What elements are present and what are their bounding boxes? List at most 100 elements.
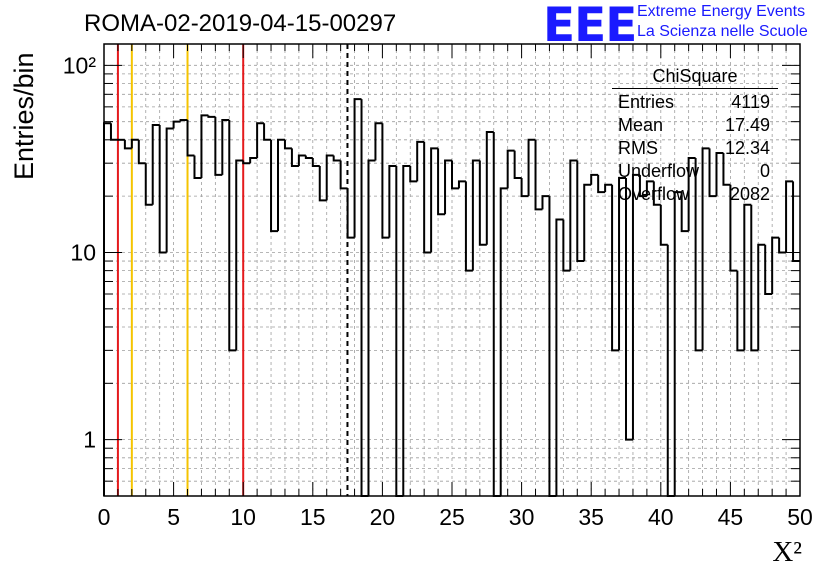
histogram-bin (527, 138, 536, 197)
histogram-bin (360, 99, 369, 497)
histogram-bin (388, 164, 397, 238)
histogram-bin (611, 184, 620, 352)
histogram-bin (576, 160, 585, 263)
histogram-bin (186, 120, 195, 157)
stats-label: Entries (618, 92, 675, 112)
stats-row-overflow: Overflow 2082 (612, 184, 778, 207)
histogram-bin (325, 154, 334, 201)
histogram-bin (109, 123, 118, 141)
histogram-bin (353, 98, 362, 238)
histogram-bin (437, 148, 446, 216)
histogram-bin (492, 132, 501, 497)
y-tick-label: 10² (63, 52, 97, 78)
stats-row-rms: RMS 12.34 (612, 138, 778, 161)
histogram-bin (193, 155, 202, 180)
x-tick-label: 15 (300, 504, 326, 530)
histogram-bin (666, 244, 675, 497)
histogram-bin (618, 177, 626, 351)
histogram-bin (715, 152, 724, 197)
logo-subtitle-line1: Extreme Energy Events (637, 3, 806, 20)
histogram-bin (297, 154, 306, 166)
stats-title: ChiSquare (612, 66, 778, 89)
histogram-bin (541, 195, 550, 210)
histogram-bin (778, 237, 787, 254)
histogram-bin (409, 165, 418, 183)
stats-row-entries: Entries 4119 (612, 92, 778, 115)
histogram-bin (207, 115, 216, 118)
histogram-bin (534, 139, 543, 211)
histogram-bin (158, 124, 167, 254)
histogram-bin (457, 180, 466, 189)
histogram-bin (729, 184, 738, 272)
x-tick-label: 30 (509, 504, 535, 530)
histogram-bin (416, 140, 425, 182)
stats-box: ChiSquare Entries 4119 Mean 17.49 RMS 12… (612, 66, 778, 207)
histogram-bin (214, 116, 223, 176)
x-tick-label: 25 (439, 504, 465, 530)
histogram-bin (130, 138, 139, 149)
stats-value: 0 (759, 161, 770, 181)
stats-label: RMS (618, 138, 658, 158)
histogram-bin (311, 157, 320, 167)
histogram-bin (645, 180, 654, 197)
histogram-bin (625, 178, 633, 441)
histogram-bin (402, 164, 411, 496)
histogram-bin (513, 150, 522, 180)
x-tick-label: 40 (648, 504, 674, 530)
histogram-bin (478, 160, 487, 246)
histogram-bin (597, 174, 606, 194)
histogram-bin (270, 139, 278, 233)
histogram-bin (283, 139, 292, 150)
histogram-bin (680, 192, 689, 233)
histogram-bin (764, 244, 773, 296)
x-tick-label: 0 (98, 504, 111, 530)
histogram-bin (583, 183, 592, 262)
histogram-bin (485, 131, 494, 245)
histogram-bin (179, 119, 188, 122)
y-axis-label: Entries/bin (9, 52, 39, 180)
run-title: ROMA-02-2019-04-15-00297 (84, 10, 397, 37)
histogram-bin (137, 139, 146, 165)
histogram-bin (256, 122, 265, 158)
histogram-bin (144, 163, 153, 206)
histogram-bin (339, 160, 348, 190)
histogram-bin (687, 156, 696, 232)
eee-logo: EEE (543, 0, 637, 53)
histogram-bin (235, 159, 244, 351)
x-tick-label: 10 (230, 504, 256, 530)
histogram-bin (304, 155, 313, 159)
histogram-bin (673, 191, 682, 496)
histogram-bin (123, 139, 132, 150)
histogram-bin (659, 204, 668, 246)
histogram-bin (172, 120, 181, 129)
histogram-bin (430, 147, 439, 253)
stats-label: Underflow (618, 161, 700, 181)
histogram-bin (451, 160, 459, 190)
histogram-bin (562, 219, 571, 272)
histogram-bin (499, 187, 508, 496)
stats-value: 17.49 (724, 115, 770, 135)
histogram-bin (757, 243, 766, 351)
histogram-bin (590, 173, 599, 185)
histogram-bin (604, 183, 613, 193)
x-tick-label: 35 (578, 504, 604, 530)
stats-row-underflow: Underflow 0 (612, 161, 778, 184)
histogram-bin (374, 122, 383, 161)
histogram-bin (750, 204, 759, 352)
x-tick-label: 50 (787, 504, 813, 530)
histogram-bin (722, 153, 731, 186)
histogram-bin (263, 123, 272, 141)
stats-value: 2082 (729, 184, 770, 204)
histogram-bin (165, 127, 174, 253)
histogram-bin (548, 196, 557, 497)
histogram-bin (694, 157, 703, 352)
histogram-bin (290, 148, 299, 167)
histogram-bin (736, 270, 745, 352)
histogram-bin (346, 188, 355, 239)
histogram-bin (367, 159, 376, 496)
y-tick-label: 1 (83, 427, 96, 453)
stats-label: Mean (618, 115, 664, 135)
histogram-bin (200, 114, 209, 179)
histogram-bin (221, 119, 230, 175)
